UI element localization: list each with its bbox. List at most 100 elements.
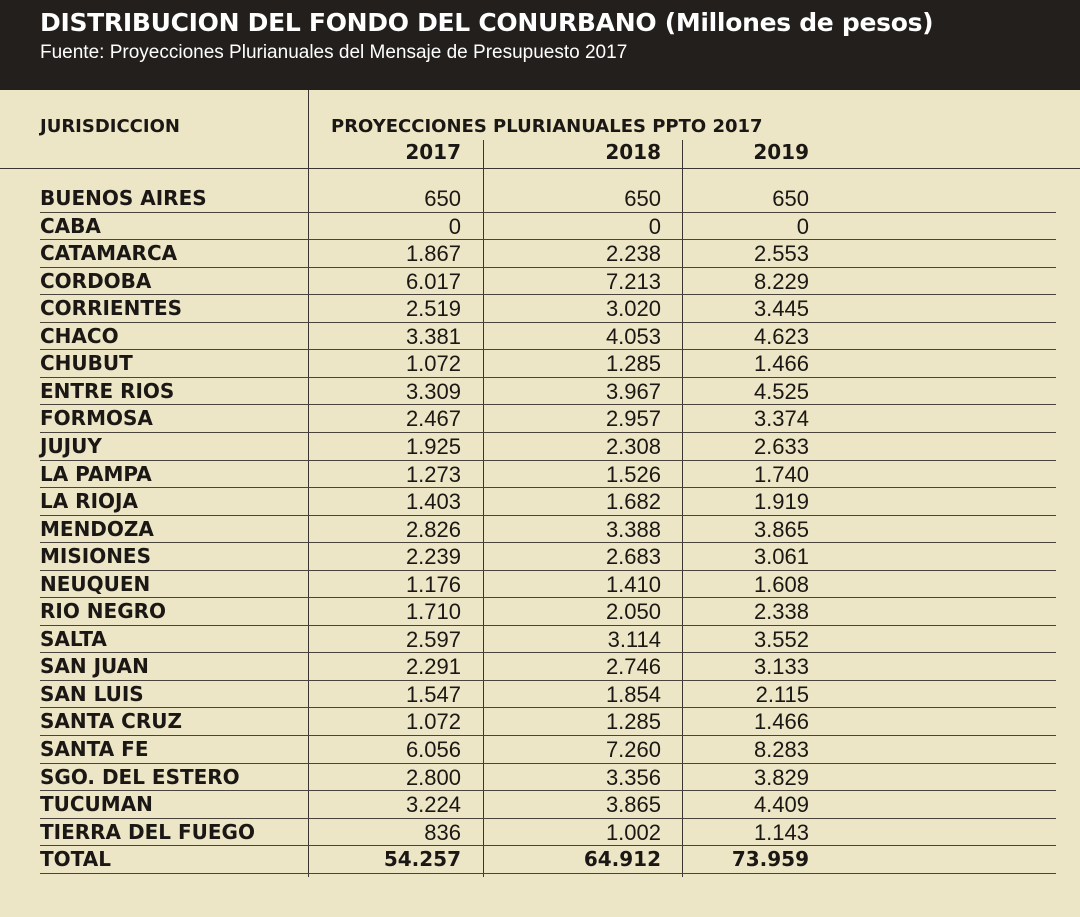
jurisdiccion-name: SALTA xyxy=(40,626,107,651)
value-2017: 54.257 xyxy=(383,847,461,872)
year-header-2018: 2018 xyxy=(605,140,661,164)
value-2019: 650 xyxy=(772,186,809,211)
table-row: BUENOS AIRES 650 650 650 xyxy=(0,185,1080,213)
title-bar: DISTRIBUCION DEL FONDO DEL CONURBANO (Mi… xyxy=(0,0,1080,90)
value-2018: 1.002 xyxy=(605,819,661,845)
table-row: JUJUY 1.925 2.308 2.633 xyxy=(0,433,1080,461)
value-2018: 64.912 xyxy=(583,847,661,872)
row-divider xyxy=(40,624,1056,626)
value-2017: 0 xyxy=(448,213,461,239)
table-row: SGO. DEL ESTERO 2.800 3.356 3.829 xyxy=(0,764,1080,792)
value-2017: 1.925 xyxy=(405,433,461,459)
value-2018: 2.683 xyxy=(605,544,661,570)
value-2018: 2.308 xyxy=(605,433,661,459)
value-2017: 2.800 xyxy=(405,764,461,790)
table-row: CATAMARCA 1.867 2.238 2.553 xyxy=(0,240,1080,268)
row-divider xyxy=(40,404,1056,406)
table-row: ENTRE RIOS 3.309 3.967 4.525 xyxy=(0,378,1080,406)
value-2018: 2.050 xyxy=(605,599,661,625)
row-divider xyxy=(40,652,1056,654)
value-2017: 3.309 xyxy=(405,378,461,404)
value-2017: 1.710 xyxy=(405,599,461,625)
row-divider xyxy=(40,487,1056,489)
header-rule xyxy=(0,168,1080,169)
row-divider xyxy=(40,845,1056,847)
row-divider xyxy=(40,266,1056,268)
table-row: SANTA FE 6.056 7.260 8.283 xyxy=(0,736,1080,764)
value-2018: 4.053 xyxy=(605,323,661,349)
value-2019: 1.608 xyxy=(753,571,809,597)
table-row: LA PAMPA 1.273 1.526 1.740 xyxy=(0,461,1080,489)
value-2019: 2.553 xyxy=(753,241,809,267)
value-2019: 2.338 xyxy=(753,599,809,625)
value-2019: 4.409 xyxy=(753,792,809,818)
value-2018: 3.388 xyxy=(605,516,661,542)
row-divider xyxy=(40,431,1056,433)
jurisdiccion-name: CABA xyxy=(40,213,101,238)
value-2017: 1.403 xyxy=(405,489,461,515)
jurisdiccion-name: MENDOZA xyxy=(40,516,154,541)
value-2019: 1.919 xyxy=(753,489,809,515)
column-divider xyxy=(682,140,683,877)
jurisdiccion-name: TUCUMAN xyxy=(40,792,153,817)
jurisdiccion-name: SANTA CRUZ xyxy=(40,709,182,734)
jurisdiccion-name: LA PAMPA xyxy=(40,461,152,486)
value-2019: 3.061 xyxy=(753,544,809,570)
value-2018: 1.410 xyxy=(605,571,661,597)
value-2017: 2.597 xyxy=(405,626,461,652)
row-divider xyxy=(40,542,1056,544)
table-row: CORDOBA 6.017 7.213 8.229 xyxy=(0,268,1080,296)
table-row: TUCUMAN 3.224 3.865 4.409 xyxy=(0,791,1080,819)
table-row: SAN JUAN 2.291 2.746 3.133 xyxy=(0,653,1080,681)
table-row: TIERRA DEL FUEGO 836 1.002 1.143 xyxy=(0,819,1080,847)
value-2017: 2.519 xyxy=(405,296,461,322)
value-2017: 3.381 xyxy=(405,323,461,349)
row-divider xyxy=(40,459,1056,461)
value-2017: 2.291 xyxy=(405,654,461,680)
value-2017: 3.224 xyxy=(405,792,461,818)
jurisdiccion-name: CATAMARCA xyxy=(40,241,178,266)
value-2018: 1.682 xyxy=(605,489,661,515)
value-2019: 3.445 xyxy=(753,296,809,322)
value-2017: 1.072 xyxy=(405,709,461,735)
jurisdiccion-header: JURISDICCION xyxy=(40,116,180,137)
value-2019: 1.466 xyxy=(753,709,809,735)
value-2019: 3.374 xyxy=(753,406,809,432)
jurisdiccion-name: LA RIOJA xyxy=(40,489,138,514)
row-divider xyxy=(40,211,1056,213)
table-row: CHACO 3.381 4.053 4.623 xyxy=(0,323,1080,351)
value-2018: 2.238 xyxy=(605,241,661,267)
value-2018: 7.213 xyxy=(605,268,661,294)
value-2019: 8.283 xyxy=(753,737,809,762)
value-2019: 1.740 xyxy=(753,461,809,487)
value-2019: 3.865 xyxy=(753,516,809,542)
value-2017: 2.467 xyxy=(405,406,461,432)
jurisdiccion-name: SANTA FE xyxy=(40,737,149,761)
table-row: CORRIENTES 2.519 3.020 3.445 xyxy=(0,295,1080,323)
row-divider xyxy=(40,679,1056,681)
value-2018: 1.285 xyxy=(605,709,661,735)
table-row: SANTA CRUZ 1.072 1.285 1.466 xyxy=(0,708,1080,736)
value-2018: 1.526 xyxy=(605,461,661,487)
jurisdiccion-name: CORRIENTES xyxy=(40,296,183,321)
value-2017: 1.867 xyxy=(405,241,461,267)
table-row: RIO NEGRO 1.710 2.050 2.338 xyxy=(0,598,1080,626)
value-2018: 3.356 xyxy=(605,764,661,790)
row-divider xyxy=(40,597,1056,599)
value-2017: 2.826 xyxy=(405,516,461,542)
table-row: SAN LUIS 1.547 1.854 2.115 xyxy=(0,681,1080,709)
value-2017: 650 xyxy=(424,186,461,211)
value-2018: 3.020 xyxy=(605,296,661,322)
jurisdiccion-name: JUJUY xyxy=(40,433,102,458)
row-divider xyxy=(40,239,1056,241)
value-2018: 3.114 xyxy=(607,626,661,652)
value-2018: 2.957 xyxy=(605,406,661,432)
table-row: LA RIOJA 1.403 1.682 1.919 xyxy=(0,488,1080,516)
table-row: CHUBUT 1.072 1.285 1.466 xyxy=(0,350,1080,378)
projections-header: PROYECCIONES PLURIANUALES PPTO 2017 xyxy=(331,116,763,137)
value-2017: 1.072 xyxy=(405,351,461,377)
column-divider xyxy=(308,90,309,877)
value-2019: 1.143 xyxy=(753,819,809,845)
column-divider xyxy=(483,140,484,877)
jurisdiccion-name: CORDOBA xyxy=(40,268,152,293)
